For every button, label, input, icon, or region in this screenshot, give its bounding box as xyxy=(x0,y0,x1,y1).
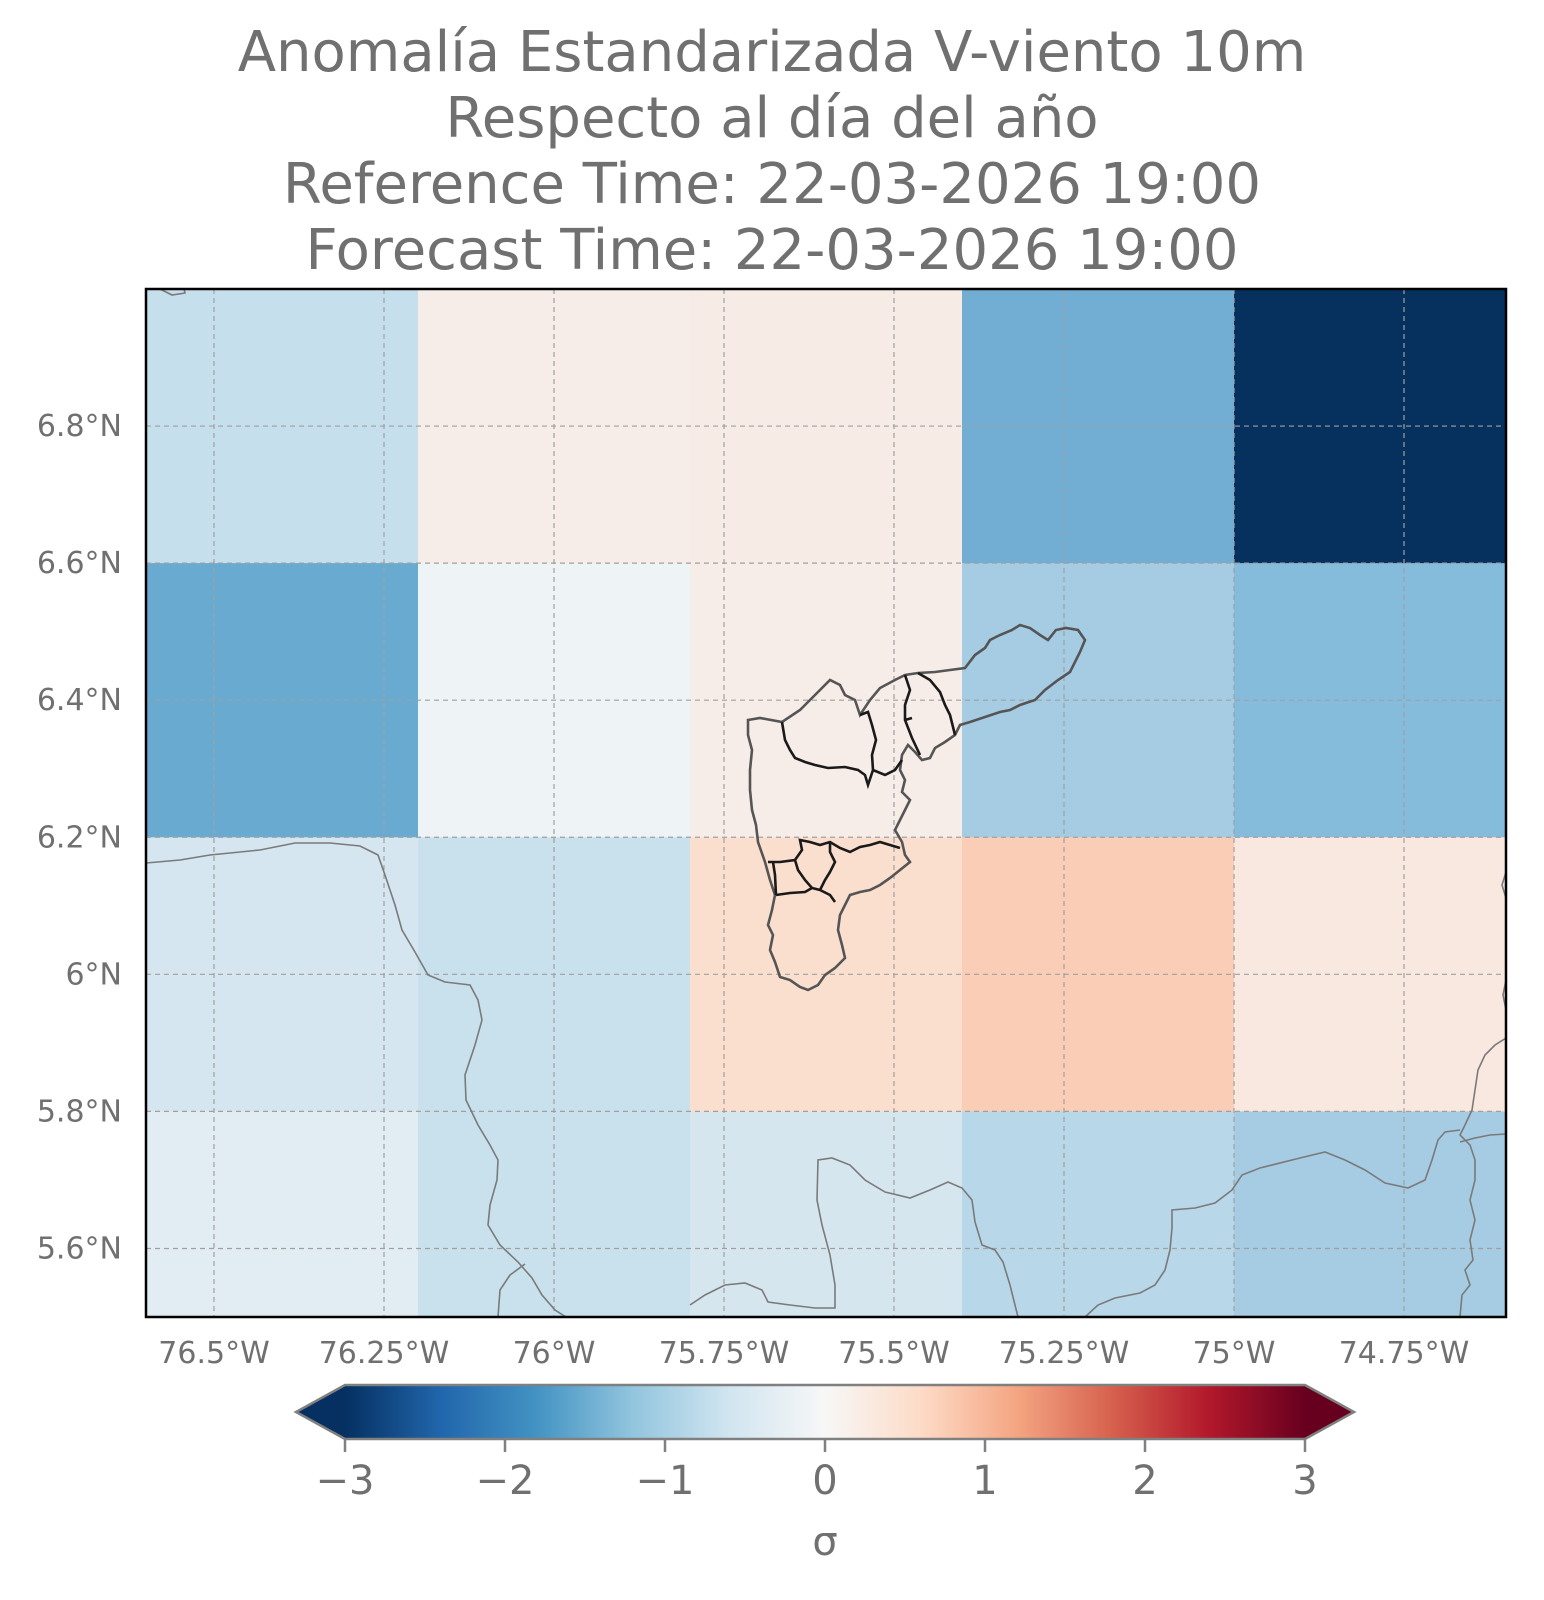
colorbar-ticks: −3 −2 −1 0 1 2 3 xyxy=(316,1439,1318,1504)
coastline-branch xyxy=(497,1263,526,1317)
x-tick-label: 74.75°W xyxy=(1339,1336,1470,1371)
title-line-4: Forecast Time: 22-03-2026 19:00 xyxy=(305,218,1239,283)
colorbar-label: σ xyxy=(812,1519,837,1565)
x-tick-label: 75.75°W xyxy=(659,1336,790,1371)
colorbar-tick-label: 1 xyxy=(972,1458,997,1504)
y-axis-ticks: 6.8°N 6.6°N 6.4°N 6.2°N 6°N 5.8°N 5.6°N xyxy=(37,409,122,1266)
y-tick-label: 5.6°N xyxy=(37,1231,122,1266)
y-tick-label: 6.8°N xyxy=(37,409,122,444)
colorbar-tick-label: −1 xyxy=(636,1458,695,1504)
x-tick-label: 76°W xyxy=(513,1336,596,1371)
boundary-southeast xyxy=(1084,1129,1461,1317)
geographic-lines xyxy=(146,289,1506,1317)
boundary-northwest-corner xyxy=(159,289,186,296)
grid-cell-r3-c4 xyxy=(1234,1111,1506,1317)
coastline xyxy=(146,842,567,1317)
grid-cell-r0-c3 xyxy=(962,289,1235,564)
title-line-1: Anomalía Estandarizada V-viento 10m xyxy=(237,20,1307,85)
grid-cell-r3-c0 xyxy=(146,1111,419,1317)
x-tick-label: 76.5°W xyxy=(158,1336,269,1371)
grid-cell-r2-c3 xyxy=(962,837,1235,1112)
grid-cell-r3-c2 xyxy=(690,1111,963,1317)
boundary-south-central xyxy=(689,1157,1019,1317)
y-tick-label: 5.8°N xyxy=(37,1094,122,1129)
colorbar-tick-label: −2 xyxy=(476,1458,535,1504)
municipal-boundaries-north xyxy=(780,671,957,790)
grid-cell-r1-c3 xyxy=(962,563,1235,838)
x-tick-label: 75.5°W xyxy=(838,1336,949,1371)
region-outline-north xyxy=(746,623,1087,992)
map-frame xyxy=(144,287,1508,1319)
x-tick-label: 75.25°W xyxy=(999,1336,1130,1371)
y-tick-label: 6.6°N xyxy=(37,546,122,581)
title-line-3: Reference Time: 22-03-2026 19:00 xyxy=(282,152,1262,217)
boundary-east-lower xyxy=(1459,1133,1506,1143)
y-tick-label: 6°N xyxy=(65,957,122,992)
anomaly-grid-cells xyxy=(146,289,1506,1317)
x-tick-label: 75°W xyxy=(1193,1336,1276,1371)
title-line-2: Respecto al día del año xyxy=(445,86,1099,151)
colorbar-extend-high xyxy=(1305,1385,1354,1439)
boundary-east-upper xyxy=(1459,1037,1506,1317)
colorbar-tick-label: 0 xyxy=(812,1458,837,1504)
grid-cell-r3-c1 xyxy=(418,1111,691,1317)
x-axis-ticks: 76.5°W 76.25°W 76°W 75.75°W 75.5°W 75.25°W 75°… xyxy=(158,1336,1469,1371)
colorbar-tick-label: −3 xyxy=(316,1458,375,1504)
colorbar-gradient xyxy=(345,1385,1305,1439)
y-tick-label: 6.2°N xyxy=(37,820,122,855)
y-tick-label: 6.4°N xyxy=(37,683,122,718)
colorbar-tick-label: 2 xyxy=(1132,1458,1157,1504)
colorbar: −3 −2 −1 0 1 2 3 σ xyxy=(293,1383,1357,1565)
x-tick-label: 76.25°W xyxy=(319,1336,450,1371)
colorbar-extend-low xyxy=(296,1385,345,1439)
colorbar-tick-label: 3 xyxy=(1292,1458,1317,1504)
grid-cell-r3-c3 xyxy=(962,1111,1235,1317)
municipal-boundaries-south xyxy=(768,838,901,903)
